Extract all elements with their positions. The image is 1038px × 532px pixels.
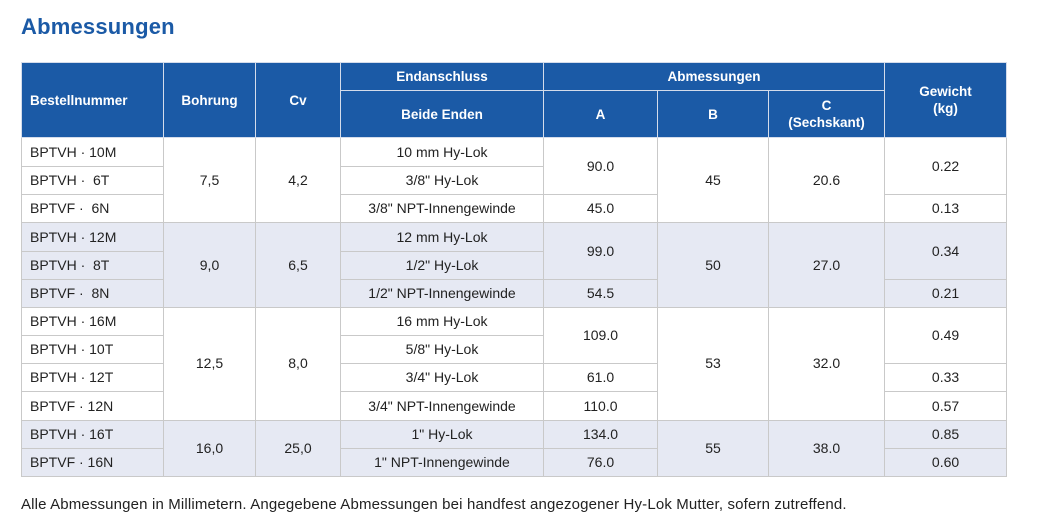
cv-cell: 25,0 <box>255 419 341 478</box>
bore-cell: 16,0 <box>163 419 256 478</box>
order-number-cell: BPTVH · 12T <box>21 363 164 393</box>
header-cv: Cv <box>255 62 341 138</box>
dim-a-cell: 134.0 <box>543 419 658 449</box>
dimensions-table: Bestellnummer Bohrung Cv Endanschluss Ab… <box>21 62 1008 478</box>
bore-cell: 9,0 <box>163 222 256 308</box>
header-c: C (Sechskant) <box>767 90 886 138</box>
end-connection-cell: 1" NPT-Innengewinde <box>340 447 544 478</box>
weight-cell: 0.33 <box>884 363 1008 393</box>
table-row: BPTVH · 10T 5/8" Hy-Lok <box>21 335 1007 365</box>
header-weight-unit: (kg) <box>933 101 958 116</box>
dim-a-cell: 61.0 <box>543 363 658 393</box>
order-number-cell: BPTVF · 8N <box>21 278 164 308</box>
table-row: BPTVF · 12N 3/4" NPT-Innengewinde 110.0 … <box>21 391 1008 421</box>
header-end-connection: Endanschluss <box>340 62 544 91</box>
order-number-cell: BPTVH · 6T <box>21 166 164 196</box>
header-weight-label: Gewicht <box>919 84 972 99</box>
header-b: B <box>657 90 769 138</box>
table-row: BPTVH · 16M 12,5 8,0 16 mm Hy-Lok 109.0 … <box>21 306 1008 421</box>
end-connection-cell: 1" Hy-Lok <box>340 419 544 449</box>
order-number-cell: BPTVH · 10T <box>21 335 164 365</box>
dim-b-cell: 50 <box>657 222 769 308</box>
cv-cell: 8,0 <box>255 306 341 421</box>
footnote: Alle Abmessungen in Millimetern. Angegeb… <box>21 496 847 513</box>
dim-c-cell: 38.0 <box>767 419 886 478</box>
table-row: BPTVF · 8N 1/2" NPT-Innengewinde 54.5 0.… <box>21 278 1008 308</box>
dim-b-cell: 53 <box>657 306 769 421</box>
dim-a-cell: 110.0 <box>543 391 658 421</box>
cv-cell: 4,2 <box>255 136 341 224</box>
weight-cell: 0.22 <box>884 136 1008 196</box>
table-row: BPTVH · 10M 7,5 4,2 10 mm Hy-Lok 90.0 45… <box>21 136 1008 224</box>
header-dimensions: Abmessungen <box>542 62 886 91</box>
table-row: BPTVH · 8T 1/2" Hy-Lok <box>21 250 1007 280</box>
order-number-cell: BPTVH · 12M <box>21 222 164 252</box>
weight-cell: 0.60 <box>884 447 1008 478</box>
order-number-cell: BPTVH · 16T <box>21 419 164 449</box>
dim-a-cell: 45.0 <box>543 194 658 224</box>
dim-a-cell: 109.0 <box>543 306 658 365</box>
bore-cell: 12,5 <box>163 306 256 421</box>
order-number-cell: BPTVF · 12N <box>21 391 164 421</box>
table-row: BPTVF · 6N 3/8" NPT-Innengewinde 45.0 0.… <box>21 194 1008 224</box>
bore-cell: 7,5 <box>163 136 256 224</box>
end-connection-cell: 16 mm Hy-Lok <box>340 306 544 337</box>
dim-b-cell: 55 <box>657 419 769 478</box>
header-c-sub: (Sechskant) <box>788 115 865 130</box>
dim-b-cell: 45 <box>657 136 769 224</box>
end-connection-cell: 1/2" NPT-Innengewinde <box>340 278 544 308</box>
dim-a-cell: 76.0 <box>543 447 658 478</box>
table-row: BPTVH · 16T 16,0 25,0 1" Hy-Lok 134.0 55… <box>21 419 1008 478</box>
end-connection-cell: 1/2" Hy-Lok <box>340 250 544 280</box>
weight-cell: 0.34 <box>884 222 1008 280</box>
table-row: BPTVH · 12T 3/4" Hy-Lok 61.0 0.33 <box>21 363 1008 393</box>
dim-c-cell: 32.0 <box>767 306 886 421</box>
order-number-cell: BPTVH · 10M <box>21 136 164 168</box>
header-weight: Gewicht (kg) <box>884 62 1008 138</box>
end-connection-cell: 12 mm Hy-Lok <box>340 222 544 252</box>
table-row: BPTVH · 6T 3/8" Hy-Lok <box>21 166 1007 196</box>
end-connection-cell: 3/8" NPT-Innengewinde <box>340 194 544 224</box>
header-c-label: C <box>821 98 832 113</box>
end-connection-cell: 3/4" NPT-Innengewinde <box>340 391 544 421</box>
header-both-ends: Beide Enden <box>340 90 544 138</box>
order-number-cell: BPTVH · 8T <box>21 250 164 280</box>
weight-cell: 0.21 <box>884 278 1008 308</box>
page-title: Abmessungen <box>21 14 175 39</box>
table-row: BPTVH · 12M 9,0 6,5 12 mm Hy-Lok 99.0 50… <box>21 222 1008 308</box>
dim-a-cell: 90.0 <box>543 136 658 196</box>
order-number-cell: BPTVH · 16M <box>21 306 164 337</box>
dim-c-cell: 27.0 <box>767 222 886 308</box>
table-row: BPTVF · 16N 1" NPT-Innengewinde 76.0 0.6… <box>21 447 1008 478</box>
dim-c-cell: 20.6 <box>767 136 886 224</box>
cv-cell: 6,5 <box>255 222 341 308</box>
order-number-cell: BPTVF · 16N <box>21 447 164 478</box>
weight-cell: 0.85 <box>884 419 1008 449</box>
end-connection-cell: 3/8" Hy-Lok <box>340 166 544 196</box>
end-connection-cell: 10 mm Hy-Lok <box>340 136 544 168</box>
weight-cell: 0.13 <box>884 194 1008 224</box>
header-bore: Bohrung <box>163 62 256 138</box>
dim-a-cell: 54.5 <box>543 278 658 308</box>
weight-cell: 0.49 <box>884 306 1008 365</box>
header-order-number: Bestellnummer <box>21 62 164 138</box>
header-a: A <box>543 90 658 138</box>
weight-cell: 0.57 <box>884 391 1008 421</box>
end-connection-cell: 5/8" Hy-Lok <box>340 335 544 365</box>
order-number-cell: BPTVF · 6N <box>21 194 164 224</box>
dim-a-cell: 99.0 <box>543 222 658 280</box>
end-connection-cell: 3/4" Hy-Lok <box>340 363 544 393</box>
